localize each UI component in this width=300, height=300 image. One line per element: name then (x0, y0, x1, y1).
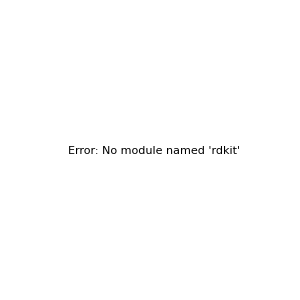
Text: Error: No module named 'rdkit': Error: No module named 'rdkit' (68, 146, 240, 157)
